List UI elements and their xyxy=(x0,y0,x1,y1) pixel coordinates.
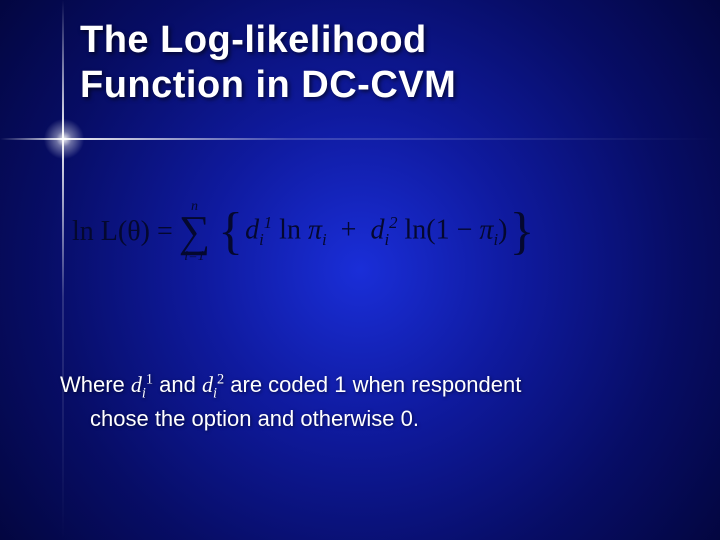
lens-flare-vertical xyxy=(62,0,64,540)
title-line-2: Function in DC-CVM xyxy=(80,64,456,106)
sym-equals: = xyxy=(157,216,173,247)
brace-right: } xyxy=(507,211,536,253)
slide: The Log-likelihood Function in DC-CVM ln… xyxy=(0,0,720,540)
title-line-1: The Log-likelihood xyxy=(80,19,427,61)
brace-left: { xyxy=(216,211,245,253)
sym-L: L xyxy=(101,216,118,247)
lens-flare-horizontal xyxy=(0,138,720,140)
sum-symbol: ∑ xyxy=(179,212,210,252)
body-line-1: Where di1 and di2 are coded 1 when respo… xyxy=(60,370,660,404)
sym-theta: θ xyxy=(127,216,140,247)
summation: n ∑ i=1 xyxy=(179,200,210,264)
sum-lower: i=1 xyxy=(184,250,204,264)
body-line-2: chose the option and otherwise 0. xyxy=(90,404,660,434)
body-text: Where di1 and di2 are coded 1 when respo… xyxy=(60,370,660,433)
summand: di1 ln πi + di2 ln(1 − πi) xyxy=(245,213,507,250)
fn-ln: ln xyxy=(72,216,94,247)
log-likelihood-formula: ln L(θ) = n ∑ i=1 { di1 ln πi + di2 ln(1… xyxy=(72,200,592,264)
slide-title: The Log-likelihood Function in DC-CVM xyxy=(80,18,660,108)
